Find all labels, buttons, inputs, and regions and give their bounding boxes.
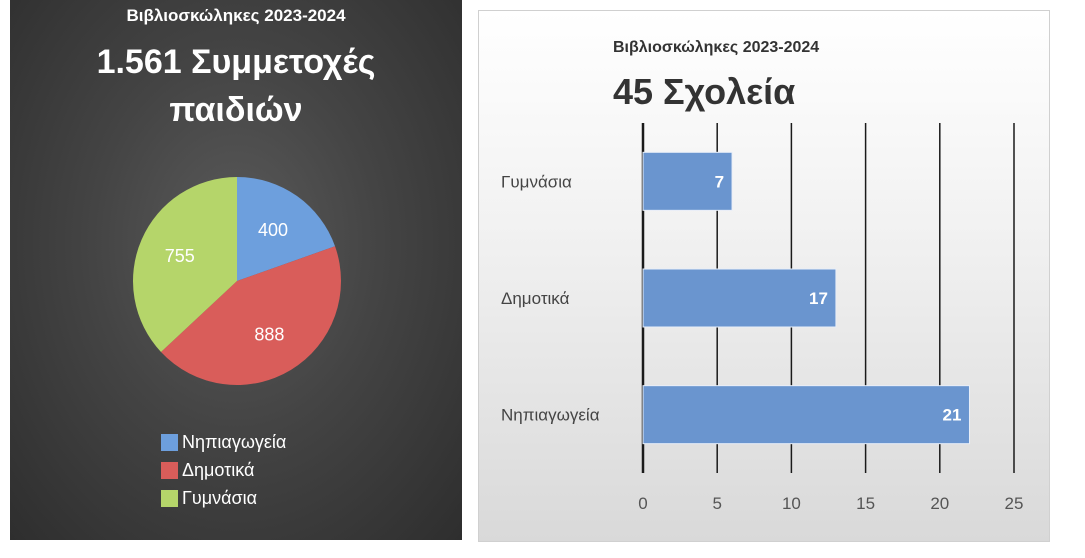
pie-slice-nipiagogeia: [237, 177, 336, 281]
x-tick-label: 5: [712, 494, 721, 513]
y-category-label: Νηπιαγωγεία: [501, 406, 600, 425]
bar: [642, 151, 733, 211]
x-tick-label: 20: [930, 494, 949, 513]
x-tick-label: 10: [782, 494, 801, 513]
pie-slice-gymnasia: [133, 177, 237, 352]
legend-swatch: [161, 489, 178, 507]
bar-chart-title: Βιβλιοσκώληκες 2023-2024: [613, 39, 820, 56]
x-tick-label: 15: [856, 494, 875, 513]
bar-chart-panel: Βιβλιοσκώληκες 2023-2024 45 Σχολεία 0 5 10…: [478, 10, 1050, 542]
legend-label: Νηπιαγωγεία: [182, 431, 287, 452]
pie-chart-panel: Βιβλιοσκώληκες 2023-2024 1.561 Συμμετοχέ…: [10, 0, 462, 540]
legend-item-dimotika: Δημοτικά: [161, 456, 286, 484]
pie-data-label-gymnasia: 755: [165, 246, 195, 266]
bar-chart-plot: 0 5 10 15 20 25 Γυμνάσια 7 Δημοτικά 17 Νηπιαγωγεία…: [501, 123, 1024, 513]
legend-item-gymnasia: Γυμνάσια: [161, 484, 286, 512]
bar-chart-subtitle: 45 Σχολεία: [613, 71, 796, 112]
y-category-label: Γυμνάσια: [501, 172, 572, 191]
legend-swatch: [161, 461, 178, 479]
legend-item-nipiagogeia: Νηπιαγωγεία: [161, 428, 286, 456]
bar-data-label: 21: [943, 406, 962, 425]
pie-data-label-nipiagogeia: 400: [258, 220, 288, 240]
y-category-label: Δημοτικά: [501, 289, 570, 308]
pie-chart-title: Βιβλιοσκώληκες 2023-2024: [126, 6, 346, 25]
legend-label: Δημοτικά: [182, 459, 255, 480]
bar: [642, 268, 837, 328]
pie-legend: Νηπιαγωγεία Δημοτικά Γυμνάσια: [161, 428, 286, 512]
pie-chart-subtitle: 1.561 Συμμετοχές παιδιών: [96, 43, 376, 129]
bar: [642, 385, 970, 445]
bar-data-label: 7: [715, 172, 724, 191]
legend-label: Γυμνάσια: [182, 487, 258, 508]
pie-chart-plot: 400 888 755: [133, 177, 341, 385]
pie-data-label-dimotika: 888: [254, 324, 284, 344]
x-tick-label: 25: [1005, 494, 1024, 513]
bar-data-label: 17: [809, 289, 828, 308]
legend-swatch: [161, 433, 178, 451]
pie-slice-dimotika: [160, 246, 341, 385]
x-tick-label: 0: [638, 494, 647, 513]
